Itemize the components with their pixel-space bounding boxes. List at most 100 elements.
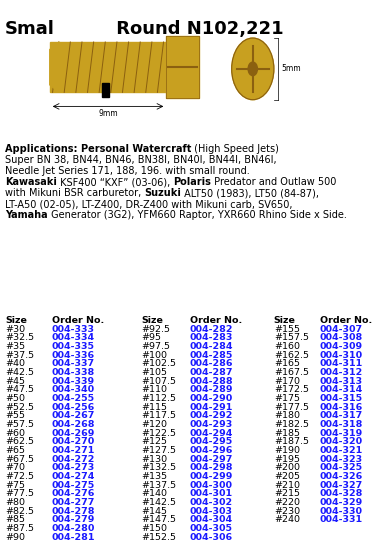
Text: #62.5: #62.5 bbox=[5, 437, 34, 446]
Text: #55: #55 bbox=[5, 411, 25, 421]
Text: #125: #125 bbox=[142, 437, 168, 446]
Text: #155: #155 bbox=[274, 325, 300, 334]
Text: Size: Size bbox=[274, 316, 296, 325]
Bar bbox=[50, 42, 166, 92]
Text: 5mm: 5mm bbox=[282, 64, 301, 73]
Text: 004-277: 004-277 bbox=[52, 498, 95, 507]
Text: Round N102,221: Round N102,221 bbox=[110, 20, 284, 38]
Text: #157.5: #157.5 bbox=[274, 333, 309, 342]
Text: #165: #165 bbox=[274, 360, 300, 368]
Text: #122.5: #122.5 bbox=[142, 429, 177, 438]
Text: #185: #185 bbox=[274, 429, 300, 438]
Text: 004-284: 004-284 bbox=[190, 342, 233, 351]
Text: 004-338: 004-338 bbox=[52, 368, 95, 377]
Text: 004-334: 004-334 bbox=[52, 333, 95, 342]
Text: #115: #115 bbox=[142, 403, 168, 412]
Text: Order No.: Order No. bbox=[320, 316, 372, 325]
Text: #145: #145 bbox=[142, 507, 168, 516]
Text: #40: #40 bbox=[5, 360, 25, 368]
Text: 004-300: 004-300 bbox=[190, 480, 232, 490]
Text: 004-328: 004-328 bbox=[320, 489, 363, 498]
Text: #112.5: #112.5 bbox=[142, 394, 177, 403]
Text: #167.5: #167.5 bbox=[274, 368, 309, 377]
Text: 004-275: 004-275 bbox=[52, 480, 95, 490]
Text: (High Speed Jets): (High Speed Jets) bbox=[191, 144, 279, 155]
Text: 004-309: 004-309 bbox=[320, 342, 363, 351]
Text: 004-286: 004-286 bbox=[190, 360, 233, 368]
Circle shape bbox=[232, 38, 274, 100]
Text: #47.5: #47.5 bbox=[5, 385, 34, 394]
Text: 004-273: 004-273 bbox=[52, 464, 95, 473]
Text: Applications:: Applications: bbox=[5, 144, 81, 155]
Text: KSF400 “KXF” (03-06),: KSF400 “KXF” (03-06), bbox=[57, 177, 173, 187]
Text: #120: #120 bbox=[142, 420, 168, 429]
Text: #105: #105 bbox=[142, 368, 168, 377]
Text: 004-283: 004-283 bbox=[190, 333, 233, 342]
Text: 004-299: 004-299 bbox=[190, 472, 233, 481]
Text: #72.5: #72.5 bbox=[5, 472, 34, 481]
Text: Polaris: Polaris bbox=[173, 177, 211, 187]
Text: Generator (3G2), YFM660 Raptor, YXR660 Rhino Side x Side.: Generator (3G2), YFM660 Raptor, YXR660 R… bbox=[47, 210, 347, 220]
Text: #95: #95 bbox=[142, 333, 162, 342]
Text: 004-321: 004-321 bbox=[320, 446, 363, 455]
Text: #30: #30 bbox=[5, 325, 25, 334]
Text: #135: #135 bbox=[142, 472, 168, 481]
Text: 004-320: 004-320 bbox=[320, 437, 363, 446]
Text: 004-281: 004-281 bbox=[52, 533, 95, 542]
Text: 004-270: 004-270 bbox=[52, 437, 95, 446]
Text: #37.5: #37.5 bbox=[5, 351, 34, 360]
Text: 004-295: 004-295 bbox=[190, 437, 233, 446]
Text: 004-256: 004-256 bbox=[52, 403, 95, 412]
Text: 004-308: 004-308 bbox=[320, 333, 363, 342]
Text: 004-271: 004-271 bbox=[52, 446, 95, 455]
Text: #195: #195 bbox=[274, 455, 300, 464]
Text: #160: #160 bbox=[274, 342, 300, 351]
Text: #80: #80 bbox=[5, 498, 25, 507]
Text: 004-304: 004-304 bbox=[190, 515, 233, 525]
Text: #180: #180 bbox=[274, 411, 300, 421]
Text: 004-294: 004-294 bbox=[190, 429, 233, 438]
Text: #32.5: #32.5 bbox=[5, 333, 34, 342]
Text: #90: #90 bbox=[5, 533, 25, 542]
Text: Needle Jet Series 171, 188, 196. with small round.: Needle Jet Series 171, 188, 196. with sm… bbox=[5, 166, 250, 176]
Text: Smal: Smal bbox=[5, 20, 55, 38]
Text: #75: #75 bbox=[5, 480, 25, 490]
Text: 004-255: 004-255 bbox=[52, 394, 95, 403]
Text: #190: #190 bbox=[274, 446, 300, 455]
Text: Predator and Outlaw 500: Predator and Outlaw 500 bbox=[211, 177, 337, 187]
Text: LT-A50 (02-05), LT-Z400, DR-Z400 with Mikuni carb, SV650,: LT-A50 (02-05), LT-Z400, DR-Z400 with Mi… bbox=[5, 199, 293, 209]
Text: #132.5: #132.5 bbox=[142, 464, 177, 473]
Text: #45: #45 bbox=[5, 376, 25, 386]
Text: 004-316: 004-316 bbox=[320, 403, 363, 412]
Text: 004-323: 004-323 bbox=[320, 455, 363, 464]
Text: #177.5: #177.5 bbox=[274, 403, 309, 412]
Text: #57.5: #57.5 bbox=[5, 420, 34, 429]
Text: 004-292: 004-292 bbox=[190, 411, 233, 421]
Text: 004-272: 004-272 bbox=[52, 455, 95, 464]
Text: 004-293: 004-293 bbox=[190, 420, 233, 429]
Text: 004-288: 004-288 bbox=[190, 376, 233, 386]
Text: #162.5: #162.5 bbox=[274, 351, 309, 360]
Text: 004-274: 004-274 bbox=[52, 472, 95, 481]
Text: 004-315: 004-315 bbox=[320, 394, 363, 403]
Circle shape bbox=[248, 62, 257, 76]
Text: #130: #130 bbox=[142, 455, 168, 464]
Text: 004-335: 004-335 bbox=[52, 342, 95, 351]
Text: #220: #220 bbox=[274, 498, 300, 507]
Text: 004-318: 004-318 bbox=[320, 420, 363, 429]
Text: #240: #240 bbox=[274, 515, 300, 525]
Text: 004-290: 004-290 bbox=[190, 394, 233, 403]
Text: 004-327: 004-327 bbox=[320, 480, 363, 490]
Text: 004-287: 004-287 bbox=[190, 368, 233, 377]
Text: 004-330: 004-330 bbox=[320, 507, 363, 516]
Text: #65: #65 bbox=[5, 446, 25, 455]
Text: #137.5: #137.5 bbox=[142, 480, 177, 490]
Text: #147.5: #147.5 bbox=[142, 515, 177, 525]
Text: #117.5: #117.5 bbox=[142, 411, 177, 421]
Text: 004-326: 004-326 bbox=[320, 472, 363, 481]
Text: 004-296: 004-296 bbox=[190, 446, 233, 455]
Text: 004-285: 004-285 bbox=[190, 351, 233, 360]
Text: #100: #100 bbox=[142, 351, 168, 360]
Text: #140: #140 bbox=[142, 489, 168, 498]
Text: 004-313: 004-313 bbox=[320, 376, 363, 386]
